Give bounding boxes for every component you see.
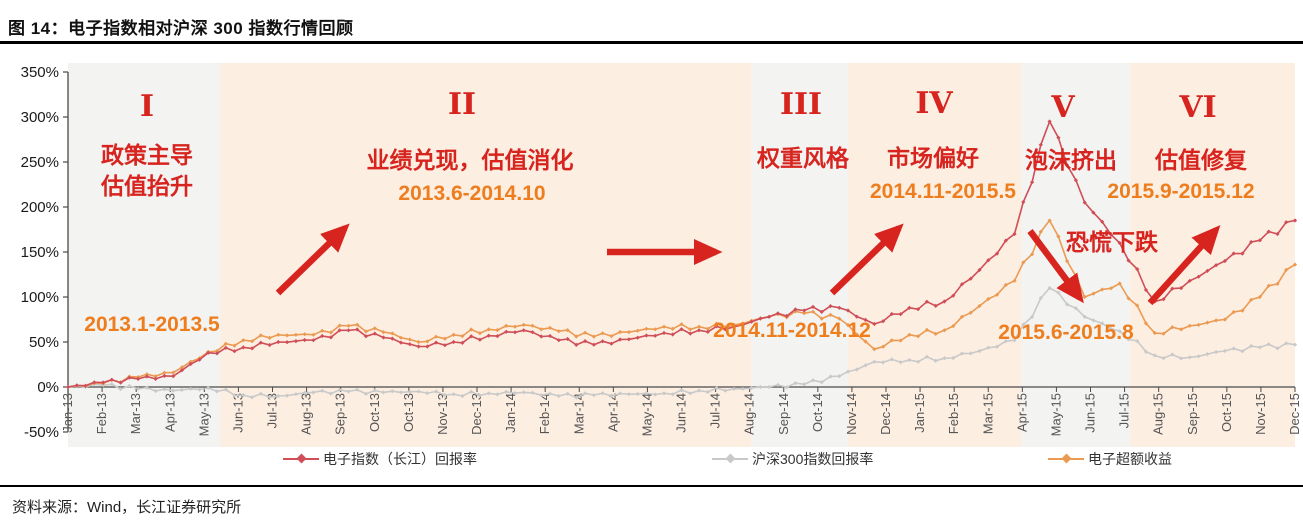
phase-date-I: 2013.1-2013.5 [84,313,220,336]
x-tick-label: Sep-14 [776,393,791,435]
phase-band-V [1021,63,1131,447]
phase-bands [68,63,1295,447]
x-tick-label: Apr-14 [605,393,620,432]
x-tick-label: Nov-15 [1253,393,1268,435]
x-tick-label: Jun-14 [674,393,689,433]
y-tick-label: 0% [37,379,59,396]
x-tick-label: Aug-15 [1151,393,1166,435]
phase-date-III: 2014.11-2014.12 [713,319,871,342]
x-tick-label: Feb-15 [946,393,961,434]
phase-label-I: 政策主导 [101,142,193,168]
y-tick-label: 100% [21,289,59,306]
legend-marker-gray-line-icon [712,453,748,464]
phase-label-I: 估值抬升 [100,173,193,199]
phase-numeral-I: I [140,89,154,124]
legend-label: 电子超额收益 [1088,451,1172,467]
x-axis: Jan-13 Feb-13 Mar-13 Apr-13 May-13 Jun-13 Jul-… [60,386,1302,436]
x-tick-label: May-13 [196,393,211,436]
trend-arrow-2 [829,223,904,296]
figure-title: 图 14：电子指数相对沪深 300 指数行情回顾 [8,19,354,38]
phase-label-III: 权重风格 [756,145,850,171]
x-tick-label: Sep-15 [1185,393,1200,435]
x-tick-label: Dec-15 [1287,393,1302,435]
x-tick-label: Jul-15 [1117,393,1132,428]
phase-numeral-V: V [1050,90,1075,125]
x-tick-label: Oct-13 [401,393,416,432]
chart-legend: 电子指数（长江）回报率 沪深300指数回报率 电子超额收益 [0,449,1303,469]
phase-numeral-IV: IV [915,86,953,121]
phase-band-IV [848,63,1022,447]
x-tick-label: Oct-15 [1219,393,1234,432]
x-tick-label: Jan-14 [503,393,518,433]
legend-label: 电子指数（长江）回报率 [323,451,477,467]
x-tick-label: Apr-13 [162,393,177,432]
y-axis: 350% 300% 250% 200% 150% 100% 50% 0% -50% [21,64,69,441]
phase-label-II: 业绩兑现，估值消化 [367,147,574,173]
phase-date-V: 2015.6-2015.8 [998,321,1134,344]
x-tick-label: Oct-14 [810,393,825,432]
x-tick-label: Aug-14 [742,393,757,435]
y-tick-label: 250% [21,154,59,171]
trend-arrow-0 [275,223,350,296]
legend-item-csi300-return: 沪深300指数回报率 [712,449,873,469]
y-tick-label: 150% [21,244,59,261]
x-tick-label: Sep-13 [333,393,348,435]
x-tick-label: Dec-13 [469,393,484,435]
figure-source: 资料来源：Wind，长江证券研究所 [12,499,242,516]
x-tick-label: Apr-15 [1014,393,1029,432]
legend-label: 沪深300指数回报率 [752,451,874,467]
trend-arrow-3 [1027,229,1084,304]
x-tick-label: Mar-15 [980,393,995,434]
x-tick-label: Dec-14 [878,393,893,435]
phase-label-VI: 估值修复 [1154,147,1248,173]
x-tick-label: Aug-13 [299,393,314,435]
phase-numeral-II: II [448,87,476,122]
y-tick-label: 50% [29,334,59,351]
x-tick-label: Jan-13 [60,393,75,433]
title-rule [0,41,1303,44]
y-tick-label: 350% [21,64,59,81]
x-tick-label: Jan-15 [912,393,927,433]
phase-label-V: 泡沫挤出 [1025,147,1117,173]
x-tick-label: Mar-13 [128,393,143,434]
legend-marker-orange-line-icon [1048,453,1084,464]
annotation-panic-drop: 恐慌下跌 [1066,229,1158,255]
series-lines [65,119,1298,400]
phase-numeral-III: III [780,87,822,122]
x-tick-label: Mar-14 [571,393,586,434]
x-tick-label: Jun-15 [1083,393,1098,433]
trend-arrow-4 [1147,225,1221,306]
footer-rule [0,485,1303,487]
x-tick-label: Feb-13 [94,393,109,434]
x-tick-label: May-15 [1048,393,1063,436]
x-tick-label: Nov-14 [844,393,859,435]
trend-arrows [275,223,1221,306]
y-tick-label: 300% [21,109,59,126]
x-tick-label: Jul-13 [265,393,280,428]
phase-label-IV: 市场偏好 [887,145,979,171]
x-tick-label: Feb-14 [537,393,552,434]
legend-item-electronics-return: 电子指数（长江）回报率 [283,449,477,469]
y-tick-label: -50% [24,424,59,441]
phase-numeral-VI: VI [1178,90,1216,125]
y-tick-label: 200% [21,199,59,216]
legend-item-excess-return: 电子超额收益 [1048,449,1172,469]
legend-marker-red-line-icon [283,453,319,464]
phase-date-VI: 2015.9-2015.12 [1107,180,1254,203]
x-tick-label: Nov-13 [435,393,450,435]
x-tick-label: Oct-13 [367,393,382,432]
phase-date-II: 2013.6-2014.10 [398,182,545,205]
x-tick-label: Jun-13 [230,393,245,433]
x-tick-label: May-14 [639,393,654,436]
x-tick-label: Jul-14 [708,393,723,428]
phase-date-IV: 2014.11-2015.5 [870,180,1016,203]
